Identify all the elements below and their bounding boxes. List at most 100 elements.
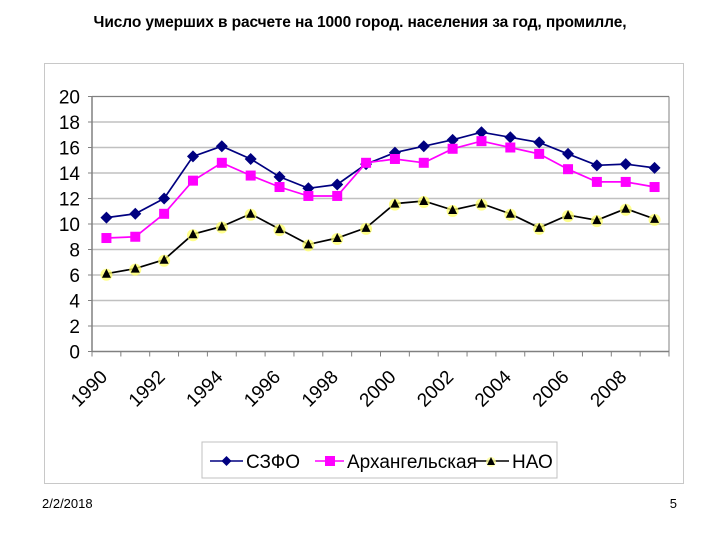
y-tick-label: 4 (69, 292, 80, 313)
gridlines (92, 95, 669, 327)
square-marker-icon (101, 233, 112, 244)
square-marker-icon (130, 231, 141, 242)
square-marker-icon (187, 175, 198, 186)
diamond-marker-icon (129, 207, 142, 220)
legend-item-szfo: СЗФО (210, 452, 300, 473)
square-marker-icon (303, 190, 314, 201)
square-marker-icon (476, 136, 487, 147)
diamond-marker-icon (648, 161, 661, 174)
data-series (100, 126, 661, 281)
square-marker-icon (447, 143, 458, 154)
legend: СЗФО Архангельская НАО (201, 441, 558, 479)
diamond-marker-icon (244, 152, 257, 165)
legend-box (201, 441, 558, 479)
x-tick-label: 1990 (67, 367, 112, 412)
square-marker-icon (591, 176, 602, 187)
diamond-marker-icon (475, 126, 488, 139)
square-marker-icon (534, 148, 545, 159)
legend-item-nao: НАО (474, 452, 553, 473)
square-marker-icon (274, 182, 285, 193)
triangle-marker-icon (217, 221, 227, 231)
square-marker-icon (563, 164, 574, 175)
triangle-marker-icon (419, 196, 429, 206)
x-tick-label: 1998 (298, 367, 343, 412)
triangle-marker-icon (159, 254, 169, 264)
triangle-marker-icon (505, 208, 515, 218)
y-tick-label: 10 (59, 215, 80, 236)
diamond-marker-icon (273, 170, 286, 183)
square-marker-icon (216, 157, 227, 168)
y-tick-label: 14 (59, 164, 81, 185)
diamond-marker-icon (158, 192, 171, 205)
triangle-marker-icon (361, 222, 371, 232)
axes (88, 96, 670, 357)
series-square (101, 136, 660, 244)
series-line (106, 131, 655, 219)
x-tick-label: 2002 (413, 367, 458, 412)
y-axis-tick-labels: 0 2 4 6 8 10 12 14 16 18 20 (59, 88, 81, 364)
y-tick-label: 16 (59, 139, 80, 160)
legend-item-arkh: Архангельская (315, 452, 477, 473)
triangle-marker-icon (476, 198, 486, 208)
diamond-marker-icon (221, 456, 232, 466)
diamond-marker-icon (504, 131, 517, 144)
triangle-marker-icon (275, 224, 285, 234)
triangle-marker-icon (534, 222, 544, 232)
triangle-marker-icon (188, 229, 198, 239)
legend-label-arkh: Архангельская (347, 452, 477, 473)
diamond-marker-icon (100, 211, 113, 224)
x-tick-label: 2004 (471, 366, 516, 411)
diamond-marker-icon (590, 159, 603, 172)
triangle-marker-icon (487, 457, 495, 465)
diamond-marker-icon (446, 133, 459, 146)
triangle-marker-icon (448, 204, 458, 214)
legend-label-nao: НАО (512, 452, 553, 473)
square-marker-icon (159, 208, 170, 219)
triangle-marker-icon (303, 239, 313, 249)
y-tick-label: 20 (59, 88, 80, 109)
series-diamond (100, 126, 661, 224)
x-axis-tick-labels: 1990 1992 1994 1996 1998 2000 2002 2004 2006 2008 (67, 366, 631, 411)
triangle-marker-icon (246, 208, 256, 218)
diamond-marker-icon (186, 150, 199, 163)
y-tick-label: 2 (69, 317, 80, 338)
slide-title: Число умерших в расчете на 1000 город. н… (93, 14, 627, 31)
x-tick-label: 2000 (356, 367, 401, 412)
diamond-marker-icon (562, 147, 575, 160)
x-tick-label: 1994 (183, 366, 228, 411)
triangle-marker-icon (621, 203, 631, 213)
square-marker-icon (418, 157, 429, 168)
x-tick-label: 2006 (529, 367, 574, 412)
y-tick-label: 6 (69, 266, 80, 287)
y-tick-label: 0 (69, 343, 80, 364)
y-tick-label: 18 (59, 113, 80, 134)
triangle-marker-icon (563, 210, 573, 220)
diamond-marker-icon (215, 140, 228, 153)
diamond-marker-icon (417, 140, 430, 153)
diamond-marker-icon (533, 136, 546, 149)
square-marker-icon (389, 153, 400, 164)
page-number: 5 (669, 496, 677, 511)
triangle-marker-icon (592, 215, 602, 225)
footer-date: 2/2/2018 (42, 496, 93, 511)
diamond-marker-icon (619, 158, 632, 171)
x-tick-label: 1996 (240, 367, 285, 412)
triangle-marker-icon (390, 198, 400, 208)
triangle-marker-icon (650, 213, 660, 223)
square-marker-icon (649, 182, 660, 193)
square-marker-icon (505, 142, 516, 153)
square-marker-icon (245, 170, 256, 181)
series-triangle (100, 196, 661, 281)
y-tick-label: 12 (59, 190, 80, 211)
x-tick-label: 1992 (125, 367, 170, 412)
diamond-marker-icon (331, 178, 344, 191)
x-tick-label: 2008 (587, 367, 632, 412)
square-marker-icon (620, 176, 631, 187)
square-marker-icon (332, 190, 343, 201)
triangle-marker-icon (101, 268, 111, 278)
square-marker-icon (325, 456, 335, 466)
legend-label-szfo: СЗФО (246, 452, 300, 473)
triangle-marker-icon (130, 263, 140, 273)
triangle-marker-icon (332, 233, 342, 243)
